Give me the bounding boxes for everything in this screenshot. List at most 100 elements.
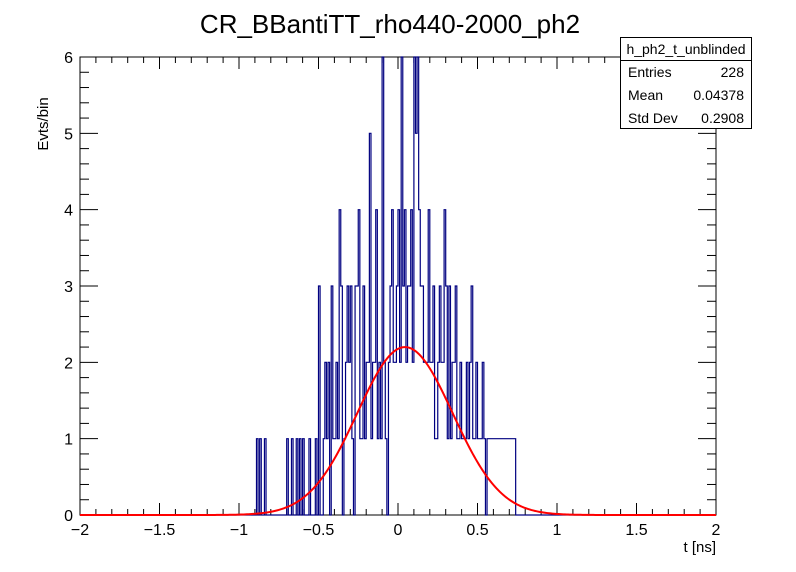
histogram-bin bbox=[349, 362, 351, 515]
histogram-bin bbox=[457, 439, 459, 515]
histogram-bin bbox=[455, 286, 457, 515]
histogram-bin bbox=[360, 439, 362, 515]
y-tick-label: 2 bbox=[64, 355, 73, 372]
histogram-bin bbox=[458, 439, 460, 515]
histogram-bin bbox=[344, 439, 346, 515]
histogram-bin bbox=[409, 286, 411, 515]
histogram-bin bbox=[484, 439, 486, 515]
histogram-bin bbox=[490, 439, 492, 515]
x-tick-label: 0 bbox=[394, 522, 403, 539]
y-tick-label: 6 bbox=[64, 50, 73, 67]
histogram-bin bbox=[500, 439, 502, 515]
histogram-bin bbox=[385, 439, 387, 515]
x-tick-label: −0.5 bbox=[303, 522, 335, 539]
histogram-bin bbox=[369, 133, 371, 515]
histogram-bin bbox=[419, 210, 421, 515]
histogram-bin bbox=[400, 362, 402, 515]
stats-label: Std Dev bbox=[628, 110, 678, 126]
histogram-bin bbox=[396, 286, 398, 515]
histogram-bin bbox=[474, 439, 476, 515]
histogram-bin bbox=[341, 286, 343, 515]
histogram-bin bbox=[404, 210, 406, 515]
x-tick-label: 1 bbox=[553, 522, 562, 539]
histogram-bin bbox=[476, 362, 478, 515]
stats-label: Entries bbox=[628, 64, 672, 80]
histogram-bin bbox=[452, 362, 454, 515]
histogram-bin bbox=[478, 439, 480, 515]
histogram-bin bbox=[315, 439, 317, 515]
histogram-bin bbox=[495, 439, 497, 515]
histogram-bin bbox=[411, 210, 413, 515]
histogram-bin bbox=[465, 439, 467, 515]
histogram-bin bbox=[303, 439, 305, 515]
histogram-bin bbox=[493, 439, 495, 515]
histogram-bin bbox=[431, 362, 433, 515]
histogram-bin bbox=[460, 362, 462, 515]
histogram-bin bbox=[371, 439, 373, 515]
stats-value: 228 bbox=[720, 64, 744, 80]
stats-box-title: h_ph2_t_unblinded bbox=[621, 38, 751, 61]
histogram-bin bbox=[447, 439, 449, 515]
histogram-bin bbox=[381, 439, 383, 515]
histogram-bin bbox=[260, 439, 262, 515]
histogram-bin bbox=[379, 362, 381, 515]
histogram-bin bbox=[403, 286, 405, 515]
x-tick-label: 0.5 bbox=[466, 522, 488, 539]
histogram-bin bbox=[450, 439, 452, 515]
histogram-bin bbox=[331, 286, 333, 515]
histogram-bin bbox=[428, 210, 430, 515]
y-tick-label: 1 bbox=[64, 432, 73, 449]
histogram-bin bbox=[368, 362, 370, 515]
histogram-bin bbox=[256, 439, 258, 515]
stats-row-mean: Mean 0.04378 bbox=[621, 84, 751, 107]
histogram-bins bbox=[256, 57, 515, 515]
histogram-bin bbox=[417, 57, 419, 515]
y-tick-label: 3 bbox=[64, 279, 73, 296]
histogram-bin bbox=[309, 439, 311, 515]
y-tick-label: 0 bbox=[64, 508, 73, 525]
histogram-bin bbox=[454, 362, 456, 515]
histogram-bin bbox=[511, 439, 513, 515]
histogram-bin bbox=[296, 439, 298, 515]
x-axis-label: t [ns] bbox=[683, 539, 716, 556]
histogram-bin bbox=[334, 439, 336, 515]
histogram-bin bbox=[415, 133, 417, 515]
histogram-bin bbox=[422, 286, 424, 515]
histogram-bin bbox=[366, 362, 368, 515]
histogram-bin bbox=[412, 362, 414, 515]
histogram-bin bbox=[287, 439, 289, 515]
stats-box: h_ph2_t_unblinded Entries 228 Mean 0.043… bbox=[620, 37, 752, 129]
histogram-bin bbox=[390, 286, 392, 515]
histogram-bin bbox=[430, 362, 432, 515]
histogram-bin bbox=[425, 362, 427, 515]
histogram-bin bbox=[393, 362, 395, 515]
histogram-bin bbox=[325, 362, 327, 515]
histogram-bin bbox=[401, 57, 403, 515]
histogram-bin bbox=[506, 439, 508, 515]
histogram-bin bbox=[441, 362, 443, 515]
histogram-bin bbox=[462, 439, 464, 515]
histogram-bin bbox=[449, 286, 451, 515]
histogram-bin bbox=[264, 439, 266, 515]
histogram-bin bbox=[382, 57, 384, 515]
histogram-bin bbox=[492, 439, 494, 515]
histogram-bin bbox=[482, 362, 484, 515]
histogram-bin bbox=[473, 439, 475, 515]
histogram-bin bbox=[347, 286, 349, 515]
histogram-bin bbox=[326, 439, 328, 515]
histogram-bin bbox=[498, 439, 500, 515]
histogram-bin bbox=[435, 439, 437, 515]
stats-value: 0.04378 bbox=[693, 87, 744, 103]
histogram-bin bbox=[376, 210, 378, 515]
histogram-bin bbox=[374, 362, 376, 515]
histogram-bin bbox=[423, 362, 425, 515]
histogram-bin bbox=[384, 362, 386, 515]
histogram-bin bbox=[328, 362, 330, 515]
histogram-bin bbox=[505, 439, 507, 515]
histogram-bin bbox=[508, 439, 510, 515]
histogram-bin bbox=[439, 286, 441, 515]
histogram-bin bbox=[355, 286, 357, 515]
histogram-bin bbox=[470, 362, 472, 515]
x-tick-label: 1.5 bbox=[625, 522, 647, 539]
histogram-bin bbox=[333, 439, 335, 515]
